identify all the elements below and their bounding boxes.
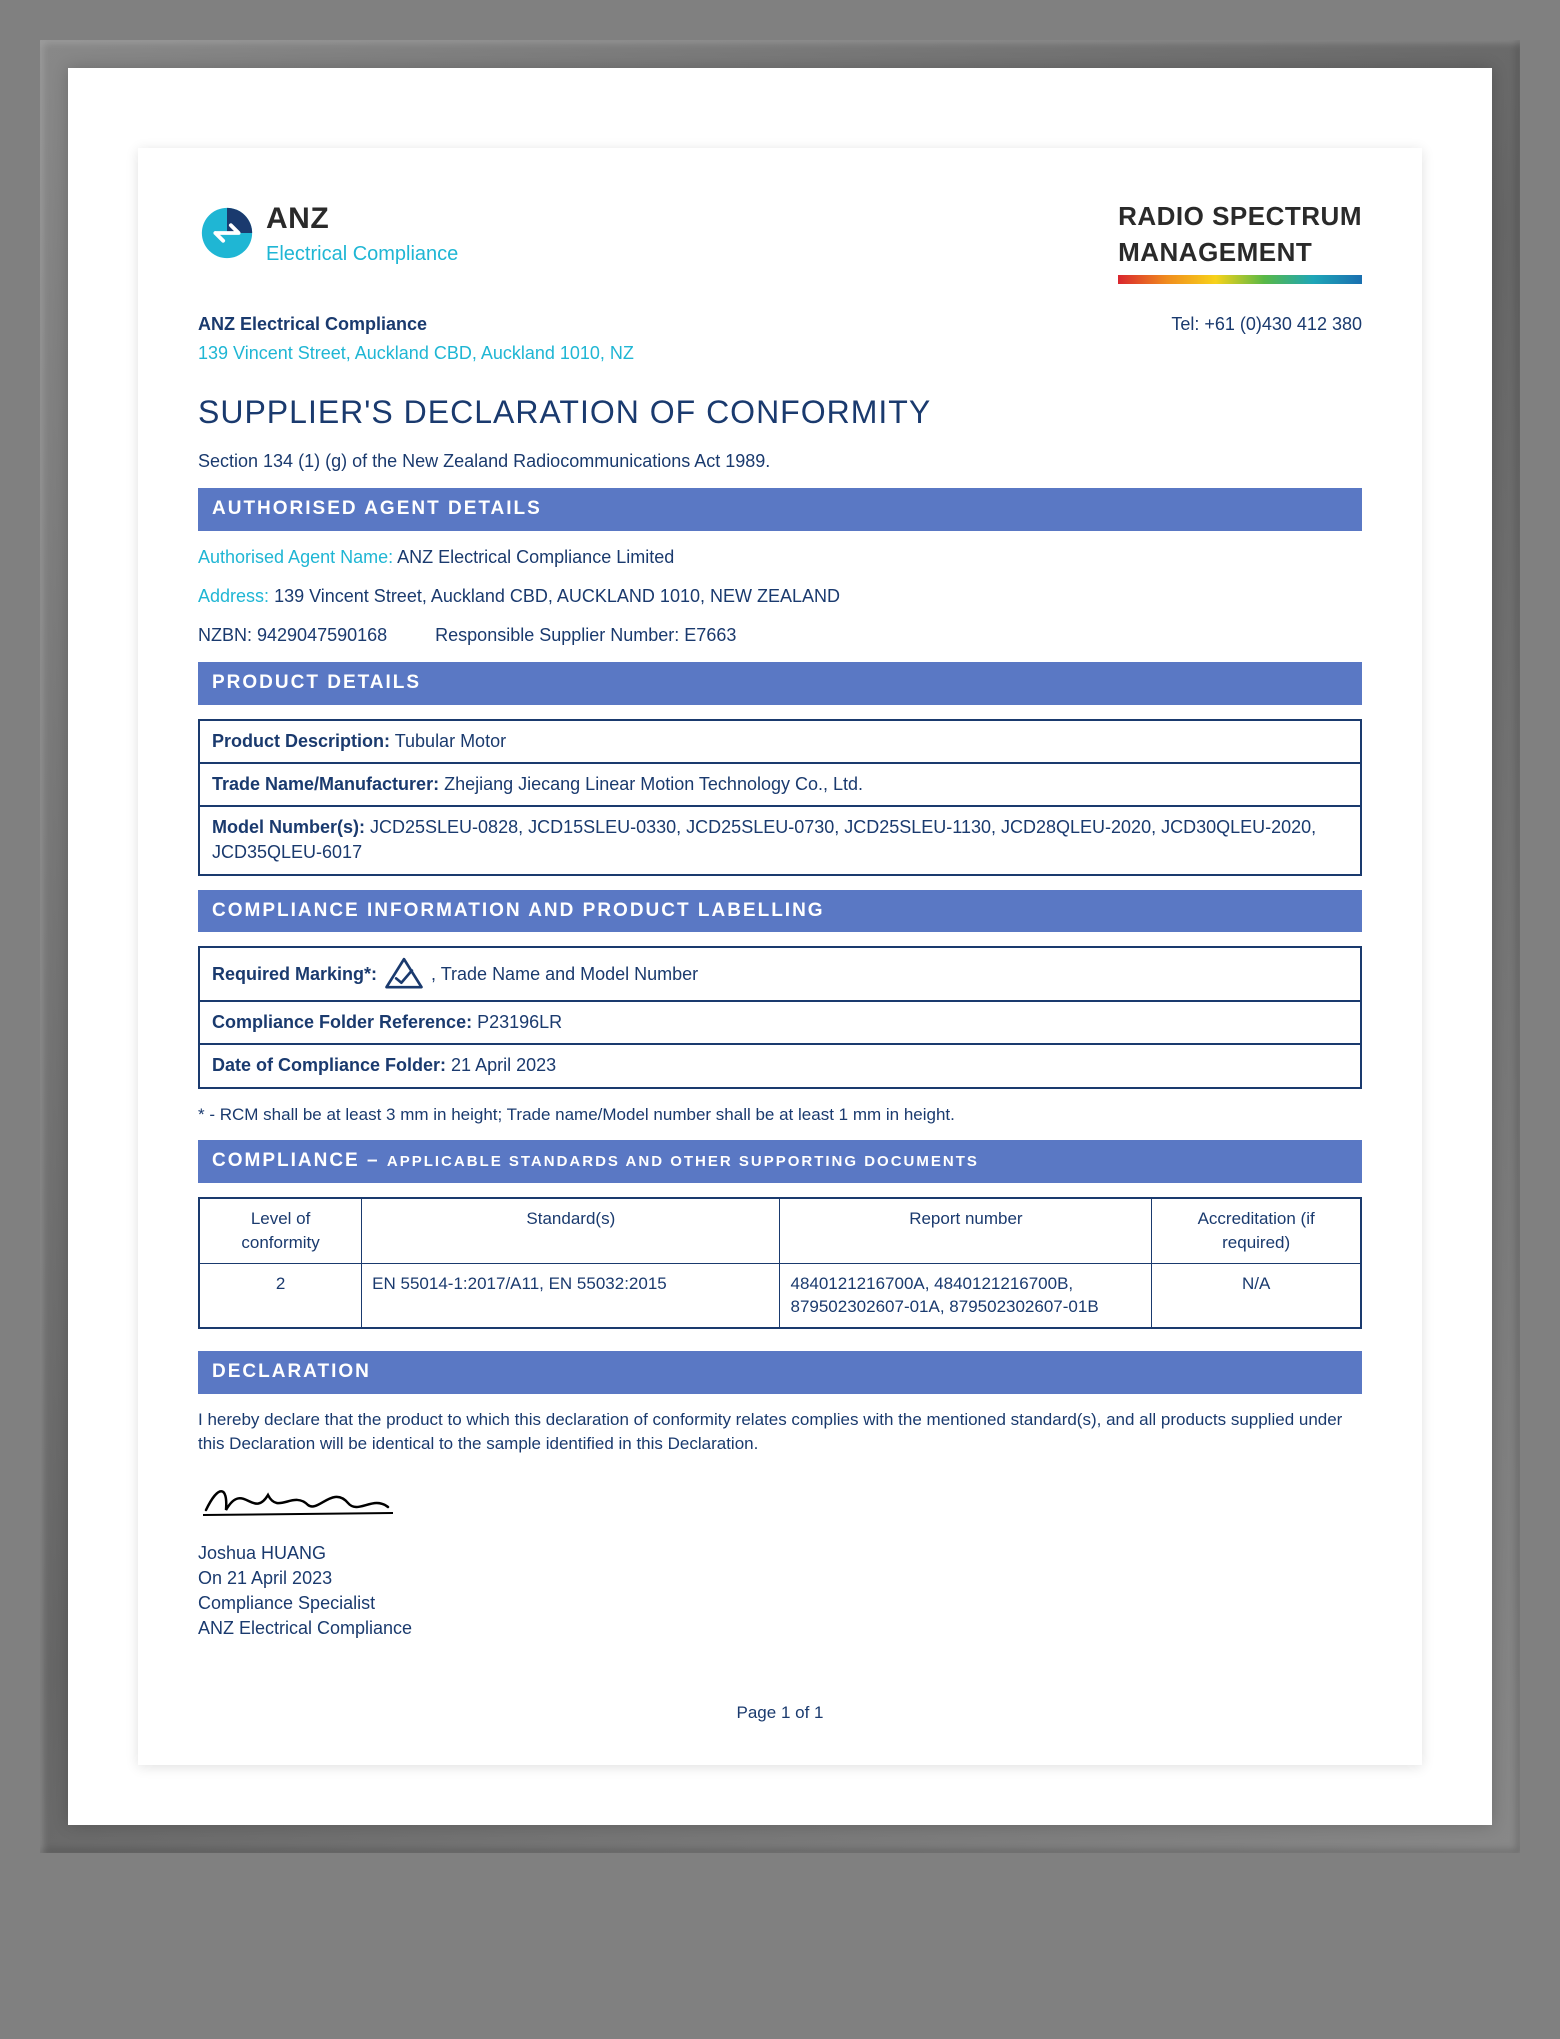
rcm-mark-icon xyxy=(383,956,425,992)
standards-row: 2 EN 55014-1:2017/A11, EN 55032:2015 484… xyxy=(199,1263,1361,1328)
col-accred: Accreditation (if required) xyxy=(1152,1198,1361,1263)
org-row: ANZ Electrical Compliance Tel: +61 (0)43… xyxy=(198,312,1362,337)
product-heading: PRODUCT DETAILS xyxy=(198,662,1362,705)
marking-footnote: * - RCM shall be at least 3 mm in height… xyxy=(198,1103,1362,1127)
anz-logo-block: ANZ Electrical Compliance xyxy=(198,198,458,268)
col-report: Report number xyxy=(780,1198,1152,1263)
document-page: ANZ Electrical Compliance RADIO SPECTRUM… xyxy=(138,148,1422,1765)
product-model-label: Model Number(s): xyxy=(212,817,365,837)
col-level: Level of conformity xyxy=(199,1198,362,1263)
folder-date-label: Date of Compliance Folder: xyxy=(212,1055,446,1075)
logo-name: ANZ xyxy=(266,198,458,240)
marking-label: Required Marking*: xyxy=(212,962,377,987)
signer-role: Compliance Specialist xyxy=(198,1591,1362,1616)
certificate-mat: ANZ Electrical Compliance RADIO SPECTRUM… xyxy=(68,68,1492,1825)
rsn-value: E7663 xyxy=(684,625,736,645)
certificate-frame: ANZ Electrical Compliance RADIO SPECTRUM… xyxy=(40,40,1520,1853)
logo-subtitle: Electrical Compliance xyxy=(266,240,458,268)
rsm-line1: RADIO SPECTRUM xyxy=(1118,198,1362,234)
product-model-value: JCD25SLEU-0828, JCD15SLEU-0330, JCD25SLE… xyxy=(212,817,1316,862)
folder-ref-value: P23196LR xyxy=(477,1012,562,1032)
declaration-heading: DECLARATION xyxy=(198,1351,1362,1394)
folder-date-row: Date of Compliance Folder: 21 April 2023 xyxy=(200,1045,1360,1086)
rsm-line2: MANAGEMENT xyxy=(1118,234,1362,270)
product-trade-value: Zhejiang Jiecang Linear Motion Technolog… xyxy=(444,774,863,794)
signer-name: Joshua HUANG xyxy=(198,1541,1362,1566)
agent-name-value: ANZ Electrical Compliance Limited xyxy=(397,547,674,567)
labelling-heading: COMPLIANCE INFORMATION AND PRODUCT LABEL… xyxy=(198,890,1362,933)
agent-name-label: Authorised Agent Name: xyxy=(198,547,393,567)
labelling-table: Required Marking*: , Trade Name and Mode… xyxy=(198,946,1362,1088)
product-desc-row: Product Description: Tubular Motor xyxy=(200,721,1360,764)
cell-standard: EN 55014-1:2017/A11, EN 55032:2015 xyxy=(362,1263,780,1328)
product-table: Product Description: Tubular Motor Trade… xyxy=(198,719,1362,876)
folder-date-value: 21 April 2023 xyxy=(451,1055,556,1075)
org-address: 139 Vincent Street, Auckland CBD, Auckla… xyxy=(198,341,1362,366)
cell-accred: N/A xyxy=(1152,1263,1361,1328)
agent-ids-row: NZBN: 9429047590168 Responsible Supplier… xyxy=(198,623,1362,648)
standards-heading-sub: APPLICABLE STANDARDS AND OTHER SUPPORTIN… xyxy=(387,1153,979,1170)
org-name: ANZ Electrical Compliance xyxy=(198,312,427,337)
document-title: SUPPLIER'S DECLARATION OF CONFORMITY xyxy=(198,390,1362,435)
cell-report: 4840121216700A, 4840121216700B, 87950230… xyxy=(780,1263,1152,1328)
signature-icon xyxy=(198,1475,398,1525)
standards-heading-main: COMPLIANCE – xyxy=(212,1150,387,1171)
product-desc-label: Product Description: xyxy=(212,731,390,751)
agent-heading: AUTHORISED AGENT DETAILS xyxy=(198,488,1362,531)
folder-ref-label: Compliance Folder Reference: xyxy=(212,1012,472,1032)
anz-logo-icon xyxy=(198,204,256,262)
marking-suffix: , Trade Name and Model Number xyxy=(431,962,698,987)
cell-level: 2 xyxy=(199,1263,362,1328)
agent-address-value: 139 Vincent Street, Auckland CBD, AUCKLA… xyxy=(274,586,840,606)
rsn-label: Responsible Supplier Number: xyxy=(435,625,679,645)
section-reference: Section 134 (1) (g) of the New Zealand R… xyxy=(198,449,1362,474)
standards-heading: COMPLIANCE – APPLICABLE STANDARDS AND OT… xyxy=(198,1140,1362,1183)
col-standard: Standard(s) xyxy=(362,1198,780,1263)
standards-table: Level of conformity Standard(s) Report n… xyxy=(198,1197,1362,1329)
product-trade-label: Trade Name/Manufacturer: xyxy=(212,774,439,794)
page-number: Page 1 of 1 xyxy=(198,1701,1362,1725)
folder-ref-row: Compliance Folder Reference: P23196LR xyxy=(200,1002,1360,1045)
nzbn-label: NZBN: xyxy=(198,625,252,645)
nzbn-value: 9429047590168 xyxy=(257,625,387,645)
header-row: ANZ Electrical Compliance RADIO SPECTRUM… xyxy=(198,198,1362,284)
product-model-row: Model Number(s): JCD25SLEU-0828, JCD15SL… xyxy=(200,807,1360,873)
signed-on: On 21 April 2023 xyxy=(198,1566,1362,1591)
product-trade-row: Trade Name/Manufacturer: Zhejiang Jiecan… xyxy=(200,764,1360,807)
rsm-logo-block: RADIO SPECTRUM MANAGEMENT xyxy=(1118,198,1362,284)
signature-block: Joshua HUANG On 21 April 2023 Compliance… xyxy=(198,1541,1362,1642)
rsm-gradient-bar xyxy=(1118,275,1362,284)
agent-address-field: Address: 139 Vincent Street, Auckland CB… xyxy=(198,584,1362,609)
signature xyxy=(198,1475,1362,1532)
agent-name-field: Authorised Agent Name: ANZ Electrical Co… xyxy=(198,545,1362,570)
org-tel: Tel: +61 (0)430 412 380 xyxy=(1171,312,1362,337)
agent-address-label: Address: xyxy=(198,586,269,606)
signer-company: ANZ Electrical Compliance xyxy=(198,1616,1362,1641)
marking-row: Required Marking*: , Trade Name and Mode… xyxy=(200,948,1360,1002)
declaration-text: I hereby declare that the product to whi… xyxy=(198,1408,1362,1456)
product-desc-value: Tubular Motor xyxy=(395,731,506,751)
